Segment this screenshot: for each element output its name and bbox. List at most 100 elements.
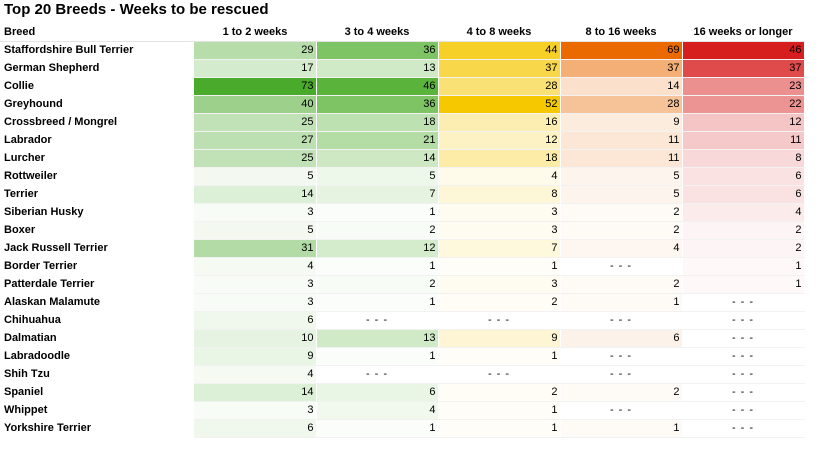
heatmap-cell: 1 [316, 419, 439, 438]
heatmap-cell: 13 [316, 59, 439, 78]
table-row: Patterdale Terrier 3 2 3 2 1 [0, 275, 805, 294]
heatmap-cell: 1 [560, 293, 683, 312]
breed-name: Yorkshire Terrier [4, 422, 92, 434]
table-body: Staffordshire Bull Terrier 29 36 44 69 46 Germ… [0, 41, 805, 438]
heatmap-cell: 3 [438, 275, 561, 294]
heatmap-cell: 1 [438, 257, 561, 276]
heatmap-cell: 46 [316, 77, 439, 96]
heatmap-cell: 4 [438, 167, 561, 186]
heatmap-cell: 37 [682, 59, 805, 78]
heatmap-cell: 2 [682, 239, 805, 258]
heatmap-cell: 44 [438, 41, 561, 60]
heatmap-cell: 3 [438, 203, 561, 222]
heatmap-cell: 28 [438, 77, 561, 96]
heatmap-cell: 6 [194, 311, 317, 330]
heatmap-cell: 12 [316, 239, 439, 258]
heatmap-cell: 1 [682, 257, 805, 276]
table-row: Collie 73 46 28 14 23 [0, 77, 805, 96]
heatmap-cell: 4 [194, 365, 317, 384]
heatmap-cell: 11 [560, 131, 683, 150]
heatmap-cell: 4 [316, 401, 439, 420]
heatmap-cell: 9 [560, 113, 683, 132]
heatmap-cell: 11 [682, 131, 805, 150]
heatmap-cell: 36 [316, 95, 439, 114]
heatmap-cell: 2 [438, 293, 561, 312]
table-row: Lurcher 25 14 18 11 8 [0, 149, 805, 168]
heatmap-cell: 6 [316, 383, 439, 402]
heatmap-cell: 3 [194, 203, 317, 222]
column-header-5: 16 weeks or longer [682, 24, 804, 42]
heatmap-cell: 40 [194, 95, 317, 114]
heatmap-cell-empty: - - - [682, 401, 805, 420]
breed-name: Terrier [4, 188, 39, 200]
breed-name: Dalmatian [4, 332, 57, 344]
heatmap-cell: 9 [194, 347, 317, 366]
heatmap-cell: 4 [682, 203, 805, 222]
heatmap-table: Breed 1 to 2 weeks 3 to 4 weeks 4 to 8 week… [0, 24, 805, 438]
header-row: Breed 1 to 2 weeks 3 to 4 weeks 4 to 8 week… [0, 24, 804, 42]
heatmap-cell-empty: - - - [560, 257, 683, 276]
heatmap-cell: 28 [560, 95, 683, 114]
heatmap-cell: 2 [682, 221, 805, 240]
heatmap-cell-empty: - - - [438, 311, 561, 330]
heatmap-cell: 5 [560, 167, 683, 186]
heatmap-cell: 22 [682, 95, 805, 114]
heatmap-cell: 6 [682, 185, 805, 204]
heatmap-cell: 6 [194, 419, 317, 438]
heatmap-cell: 5 [194, 167, 317, 186]
table-row: Rottweiler 5 5 4 5 6 [0, 167, 805, 186]
heatmap-cell-empty: - - - [560, 401, 683, 420]
heatmap-cell: 2 [560, 383, 683, 402]
breed-name: Patterdale Terrier [4, 278, 95, 290]
heatmap-cell: 31 [194, 239, 317, 258]
heatmap-cell-empty: - - - [560, 365, 683, 384]
breed-name: Border Terrier [4, 260, 78, 272]
table-row: Border Terrier 4 1 1- - -1 [0, 257, 805, 276]
heatmap-cell: 1 [438, 401, 561, 420]
heatmap-cell: 11 [560, 149, 683, 168]
column-header-1: 1 to 2 weeks [194, 24, 316, 42]
heatmap-cell: 8 [682, 149, 805, 168]
heatmap-cell-empty: - - - [682, 329, 805, 348]
table-title: Top 20 Breeds - Weeks to be rescued [4, 1, 269, 18]
heatmap-cell: 2 [316, 221, 439, 240]
heatmap-cell: 27 [194, 131, 317, 150]
table-row: German Shepherd 17 13 37 37 37 [0, 59, 805, 78]
heatmap-cell: 7 [438, 239, 561, 258]
table-row: Staffordshire Bull Terrier 29 36 44 69 46 [0, 41, 805, 60]
heatmap-cell: 5 [316, 167, 439, 186]
heatmap-cell: 25 [194, 149, 317, 168]
heatmap-cell: 1 [438, 419, 561, 438]
breed-name: Crossbreed / Mongrel [4, 116, 118, 128]
heatmap-cell: 2 [560, 275, 683, 294]
heatmap-cell: 73 [194, 77, 317, 96]
table-row: Crossbreed / Mongrel 25 18 16 9 12 [0, 113, 805, 132]
table-row: Yorkshire Terrier 6 1 1 1- - - [0, 419, 805, 438]
heatmap-cell: 6 [560, 329, 683, 348]
heatmap-cell: 16 [438, 113, 561, 132]
heatmap-cell: 6 [682, 167, 805, 186]
heatmap-cell-empty: - - - [682, 419, 805, 438]
heatmap-cell: 14 [316, 149, 439, 168]
heatmap-cell: 3 [194, 401, 317, 420]
heatmap-cell-empty: - - - [316, 365, 439, 384]
heatmap-cell-empty: - - - [560, 347, 683, 366]
table-row: Labradoodle 9 1 1- - -- - - [0, 347, 805, 366]
heatmap-cell: 2 [438, 383, 561, 402]
heatmap-cell: 21 [316, 131, 439, 150]
heatmap-cell: 46 [682, 41, 805, 60]
heatmap-cell: 36 [316, 41, 439, 60]
column-header-breed: Breed [0, 24, 194, 42]
heatmap-cell: 3 [438, 221, 561, 240]
heatmap-cell-empty: - - - [682, 311, 805, 330]
heatmap-cell: 10 [194, 329, 317, 348]
heatmap-cell: 52 [438, 95, 561, 114]
heatmap-cell-empty: - - - [682, 293, 805, 312]
heatmap-cell: 1 [316, 293, 439, 312]
heatmap-cell: 4 [560, 239, 683, 258]
table-row: Jack Russell Terrier 31 12 7 4 2 [0, 239, 805, 258]
heatmap-cell: 23 [682, 77, 805, 96]
table-row: Siberian Husky 3 1 3 2 4 [0, 203, 805, 222]
heatmap-cell: 37 [560, 59, 683, 78]
heatmap-cell: 18 [438, 149, 561, 168]
